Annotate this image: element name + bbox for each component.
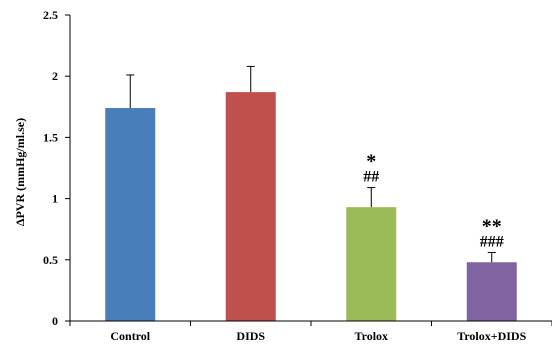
- bar-control: [105, 108, 156, 321]
- bar-trolox: [346, 207, 397, 321]
- significance-hashes: ##: [363, 169, 379, 186]
- y-ticks-layer: 0 0.5 1 1.5 2 2.5: [43, 8, 70, 328]
- y-tick-label: 2: [52, 69, 58, 83]
- x-tick-label: Trolox: [354, 329, 388, 343]
- x-tick-label: DIDS: [236, 329, 265, 343]
- y-tick-label: 1: [52, 192, 58, 206]
- bars-layer: [105, 92, 517, 321]
- significance-stars: **: [482, 215, 502, 237]
- x-ticks-layer: Control DIDS Trolox Trolox+DIDS: [69, 321, 552, 343]
- annotations-layer: ##* ###**: [363, 151, 504, 251]
- x-tick-label: Trolox+DIDS: [457, 329, 526, 343]
- y-tick-label: 2.5: [43, 8, 58, 22]
- error-bars-layer: [126, 65, 496, 263]
- y-tick-label: 0: [52, 314, 58, 328]
- y-tick-label: 1.5: [43, 130, 58, 144]
- y-axis-label: ΔPVR (mmHg/ml.se): [13, 118, 27, 226]
- bar-dids: [225, 92, 276, 321]
- y-tick-label: 0.5: [43, 253, 58, 267]
- bar-trolox-dids: [466, 262, 517, 321]
- significance-stars: *: [366, 151, 376, 173]
- x-tick-label: Control: [110, 329, 150, 343]
- significance-hashes: ###: [480, 233, 504, 250]
